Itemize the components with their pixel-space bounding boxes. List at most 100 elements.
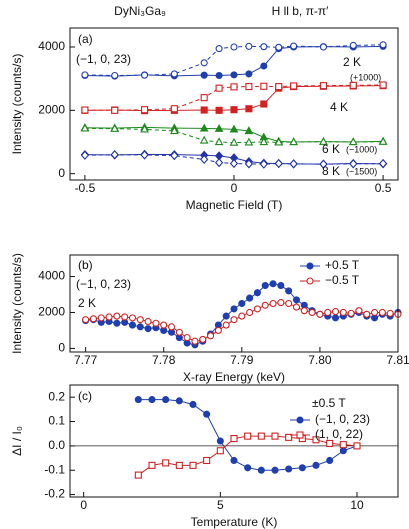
marker bbox=[260, 100, 268, 108]
marker bbox=[339, 308, 347, 317]
marker bbox=[363, 310, 371, 318]
annotation: 2 K bbox=[343, 55, 361, 69]
marker bbox=[245, 83, 253, 91]
marker bbox=[162, 396, 170, 404]
marker bbox=[289, 137, 298, 146]
x-tick-label: 5 bbox=[217, 498, 224, 512]
marker bbox=[230, 106, 238, 114]
marker bbox=[290, 82, 298, 90]
annotation: (−1, 0, 23) bbox=[76, 277, 131, 291]
x-tick-label: 0 bbox=[80, 498, 87, 512]
marker bbox=[200, 94, 208, 102]
series-line bbox=[84, 84, 384, 111]
marker bbox=[216, 447, 224, 455]
marker bbox=[261, 281, 269, 290]
marker bbox=[349, 81, 357, 89]
marker bbox=[229, 137, 239, 146]
legend-marker bbox=[296, 416, 304, 424]
y-tick-label: -0.2 bbox=[44, 487, 65, 501]
marker bbox=[308, 308, 316, 317]
marker bbox=[80, 123, 90, 132]
marker bbox=[128, 321, 137, 329]
marker bbox=[144, 317, 152, 326]
legend-label: +0.5 T bbox=[325, 258, 360, 272]
marker bbox=[203, 410, 211, 418]
marker bbox=[271, 466, 279, 474]
marker bbox=[257, 432, 265, 440]
marker bbox=[214, 137, 224, 146]
marker bbox=[140, 106, 149, 114]
marker bbox=[215, 71, 223, 80]
y-tick-label: 2000 bbox=[38, 103, 65, 117]
marker bbox=[189, 400, 197, 409]
legend-label: −0.5 T bbox=[325, 273, 360, 287]
marker bbox=[230, 305, 238, 313]
marker bbox=[175, 397, 183, 405]
marker bbox=[170, 70, 178, 78]
x-axis-title: Temperature (K) bbox=[191, 515, 278, 529]
marker bbox=[324, 308, 332, 317]
series-line bbox=[84, 85, 384, 112]
annotation: (−1, 0, 23) bbox=[76, 52, 131, 66]
y-tick-label: 2000 bbox=[38, 305, 65, 319]
marker bbox=[259, 137, 269, 146]
marker bbox=[214, 326, 222, 334]
marker bbox=[200, 71, 208, 79]
marker bbox=[203, 456, 211, 465]
marker bbox=[244, 432, 252, 440]
marker bbox=[260, 43, 268, 51]
series-line bbox=[84, 44, 384, 77]
marker bbox=[378, 158, 388, 169]
marker bbox=[379, 41, 387, 49]
marker bbox=[290, 42, 298, 50]
marker bbox=[230, 43, 238, 51]
marker bbox=[312, 436, 320, 444]
marker bbox=[111, 71, 119, 80]
marker bbox=[244, 126, 254, 135]
marker bbox=[238, 299, 246, 308]
marker bbox=[216, 437, 224, 445]
x-tick-label: 7.80 bbox=[308, 353, 332, 367]
marker bbox=[285, 433, 293, 441]
marker bbox=[246, 308, 254, 317]
annotation: (a) bbox=[78, 32, 93, 46]
marker bbox=[347, 309, 355, 317]
marker bbox=[275, 43, 283, 51]
marker bbox=[230, 435, 238, 443]
marker bbox=[339, 441, 347, 449]
marker bbox=[319, 136, 328, 145]
marker bbox=[199, 335, 207, 343]
annotation: (b) bbox=[78, 258, 93, 272]
marker bbox=[349, 41, 357, 49]
marker bbox=[113, 319, 121, 327]
marker bbox=[326, 439, 334, 447]
annotation: 2 K bbox=[78, 296, 96, 310]
marker bbox=[230, 83, 238, 91]
marker bbox=[274, 137, 284, 146]
y-tick-label: 0.0 bbox=[48, 438, 65, 452]
marker bbox=[229, 158, 239, 169]
x-axis-title: X-ray Energy (keV) bbox=[183, 370, 285, 384]
marker bbox=[89, 315, 97, 323]
marker bbox=[170, 150, 179, 161]
figure-title: DyNi₃Ga₉ bbox=[114, 4, 166, 18]
marker bbox=[136, 316, 144, 324]
marker bbox=[140, 71, 149, 79]
annotation: 6 K bbox=[322, 142, 340, 156]
marker bbox=[260, 82, 268, 90]
marker bbox=[215, 84, 223, 92]
x-axis-title: Magnetic Field (T) bbox=[186, 198, 283, 212]
marker bbox=[140, 150, 149, 160]
marker bbox=[215, 45, 223, 53]
marker bbox=[175, 461, 183, 469]
marker bbox=[199, 123, 209, 132]
y-tick-label: 0.1 bbox=[48, 414, 65, 428]
marker bbox=[326, 456, 334, 465]
annotation: (−1500) bbox=[346, 166, 377, 176]
marker bbox=[128, 314, 137, 322]
marker bbox=[312, 461, 320, 469]
marker bbox=[140, 124, 149, 133]
marker bbox=[244, 464, 252, 472]
y-tick-label: -0.1 bbox=[44, 462, 65, 476]
